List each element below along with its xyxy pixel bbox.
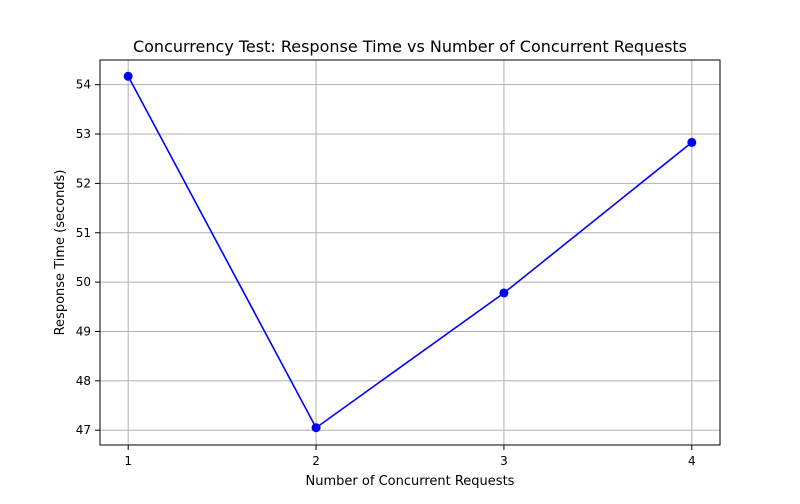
y-tick-label: 49 <box>76 324 91 338</box>
y-axis-label: Response Time (seconds) <box>53 170 68 336</box>
y-tick-label: 54 <box>76 78 91 92</box>
data-point <box>123 71 133 81</box>
plot-frame <box>99 59 721 446</box>
chart-title: Concurrency Test: Response Time vs Numbe… <box>133 37 687 56</box>
x-tick-label: 2 <box>312 454 320 468</box>
y-tick-label: 50 <box>76 275 91 289</box>
axis-ticks: 1 2 3 4 47 48 49 50 51 52 53 54 <box>76 78 696 468</box>
y-tick-label: 52 <box>76 176 91 190</box>
data-point <box>311 423 321 433</box>
x-tick-label: 4 <box>688 454 696 468</box>
x-axis-label: Number of Concurrent Requests <box>306 474 515 489</box>
x-tick-label: 3 <box>500 454 508 468</box>
series <box>123 71 697 433</box>
data-point <box>687 137 697 147</box>
data-point <box>499 288 509 298</box>
y-tick-label: 47 <box>76 423 91 437</box>
y-tick-label: 53 <box>76 127 91 141</box>
grid <box>100 60 720 445</box>
y-tick-label: 48 <box>76 374 91 388</box>
y-tick-label: 51 <box>76 226 91 240</box>
x-tick-label: 1 <box>124 454 132 468</box>
series-line <box>127 75 693 429</box>
